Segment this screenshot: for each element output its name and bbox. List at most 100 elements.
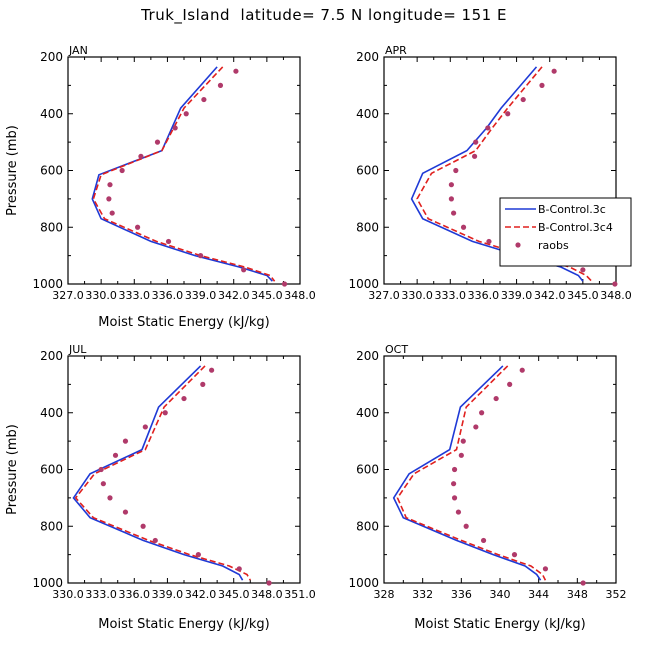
- y-axis-title: Pressure (mb): [5, 125, 20, 216]
- series-raobs: [98, 367, 272, 586]
- data-point: [460, 438, 466, 444]
- data-point: [580, 580, 586, 586]
- data-point: [181, 395, 187, 402]
- y-tick-label: 1000: [348, 576, 379, 590]
- data-point: [451, 210, 457, 216]
- legend-label: B-Control.3c4: [538, 221, 613, 234]
- y-axis-title: Pressure (mb): [5, 424, 20, 515]
- x-tick-label: 348: [567, 588, 588, 601]
- data-point: [473, 424, 479, 430]
- data-point: [453, 167, 459, 174]
- legend-marker: [515, 242, 521, 248]
- data-point: [201, 96, 207, 103]
- data-point: [142, 424, 148, 430]
- data-point: [140, 523, 146, 529]
- x-tick-label: 348.0: [284, 289, 316, 302]
- x-axis-title: Moist Static Energy (kJ/kg): [98, 315, 269, 330]
- data-point: [154, 139, 161, 145]
- y-tick-label: 200: [356, 50, 379, 64]
- data-point: [138, 153, 144, 159]
- data-point: [281, 281, 288, 287]
- panel-oct: OCT 328 332 336 340 344 348 352 200 400 600 800 1000…: [348, 343, 626, 632]
- y-tick-label: 600: [356, 164, 379, 178]
- data-point: [520, 96, 526, 103]
- x-tick-label: 336.0: [119, 588, 151, 601]
- x-tick-label: 342.0: [185, 588, 217, 601]
- y-tick-label: 1000: [32, 576, 63, 590]
- data-point: [448, 196, 454, 202]
- data-point: [162, 410, 168, 416]
- legend: B-Control.3c B-Control.3c4 raobs: [499, 197, 632, 267]
- x-tick-label: 348.0: [600, 289, 632, 302]
- data-point: [519, 367, 525, 373]
- data-point: [451, 466, 458, 473]
- x-tick-label: 339.0: [185, 289, 217, 302]
- x-tick-label: 340: [490, 588, 511, 601]
- data-point: [507, 381, 513, 387]
- y-tick-label: 1000: [348, 277, 379, 291]
- data-point: [119, 167, 125, 174]
- data-point: [135, 224, 141, 230]
- y-tick-label: 200: [356, 349, 379, 363]
- data-point: [107, 495, 113, 501]
- x-tick-label: 328: [374, 588, 395, 601]
- data-point: [542, 566, 549, 572]
- data-point: [106, 196, 112, 202]
- data-point: [455, 509, 462, 515]
- x-tick-label: 327.0: [52, 289, 84, 302]
- series-line-b-control-3c4: [416, 66, 593, 282]
- data-point: [451, 495, 458, 501]
- x-axis-title: Moist Static Energy (kJ/kg): [414, 617, 585, 632]
- data-point: [209, 367, 215, 373]
- data-point: [200, 381, 206, 387]
- x-tick-label: 332: [412, 588, 433, 601]
- x-tick-label: 330.0: [52, 588, 84, 601]
- x-tick-label: 336: [451, 588, 472, 601]
- data-point: [486, 238, 492, 245]
- x-tick-label: 339.0: [152, 588, 184, 601]
- y-tick-label: 400: [356, 107, 379, 121]
- x-tick-label: 339.0: [501, 289, 533, 302]
- data-point: [107, 182, 113, 188]
- series-line-b-control-3c: [72, 365, 244, 581]
- y-tick-label: 600: [40, 463, 63, 477]
- x-tick-label: 351.0: [284, 588, 316, 601]
- series-line-b-control-3c4: [74, 365, 251, 581]
- y-tick-label: 800: [40, 519, 63, 533]
- legend-label: raobs: [538, 239, 569, 252]
- y-tick-label: 400: [356, 406, 379, 420]
- panel-jul: JUL 330.0 333.0 336.0 339.0 342.0 345.0 348.0 35…: [5, 343, 316, 632]
- data-point: [109, 210, 115, 216]
- data-point: [197, 253, 204, 259]
- x-tick-label: 327.0: [368, 289, 400, 302]
- data-point: [266, 580, 272, 586]
- figure-title: Truk_Island latitude= 7.5 N longitude= 1…: [141, 6, 507, 24]
- data-point: [233, 68, 239, 74]
- x-tick-label: 333.0: [119, 289, 151, 302]
- y-tick-label: 200: [40, 50, 63, 64]
- x-tick-label: 336.0: [152, 289, 184, 302]
- x-tick-label: 336.0: [468, 289, 500, 302]
- data-point: [112, 452, 119, 458]
- x-tick-label: 345.0: [251, 289, 283, 302]
- data-point: [473, 139, 479, 145]
- x-tick-label: 344: [528, 588, 549, 601]
- y-tick-label: 800: [40, 220, 63, 234]
- series-line-b-control-3c: [392, 365, 542, 581]
- data-point: [122, 509, 129, 515]
- data-point: [172, 125, 178, 131]
- data-point: [98, 466, 104, 473]
- x-tick-label: 330.0: [85, 289, 117, 302]
- data-point: [152, 537, 158, 544]
- data-point: [551, 68, 557, 74]
- x-tick-label: 342.0: [534, 289, 566, 302]
- plot-frame: [67, 56, 301, 285]
- data-point: [241, 267, 247, 273]
- data-point: [485, 125, 491, 131]
- y-tick-label: 1000: [32, 277, 63, 291]
- panel-label: JAN: [68, 44, 88, 57]
- x-tick-label: 348.0: [251, 588, 283, 601]
- data-point: [217, 82, 224, 88]
- panel-jan: JAN 327.0 330.0 333.0 336.0 339.0 342.0 345.0 34…: [5, 44, 316, 330]
- y-tick-label: 400: [40, 406, 63, 420]
